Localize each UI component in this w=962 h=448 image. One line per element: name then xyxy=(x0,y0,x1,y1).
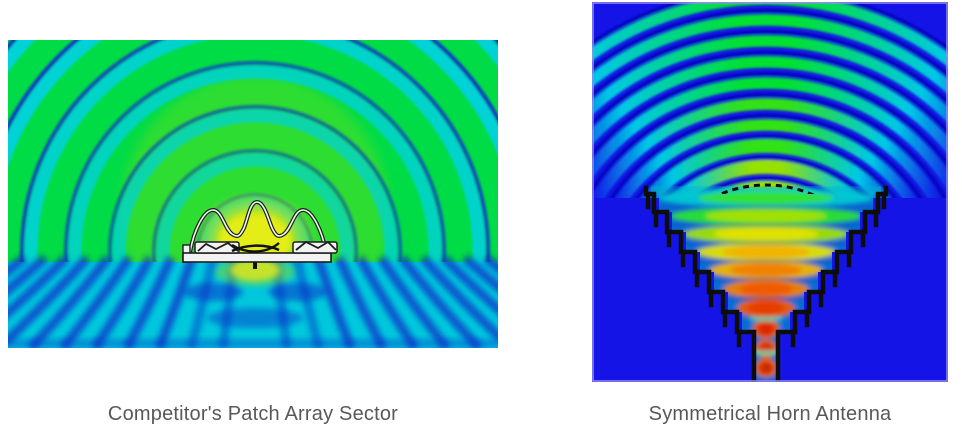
patch-array-field-plot xyxy=(8,40,498,348)
horn-antenna-panel xyxy=(592,2,948,382)
horn-antenna-field-plot xyxy=(592,2,948,382)
patch-array-panel xyxy=(8,40,498,348)
caption-horn-antenna: Symmetrical Horn Antenna xyxy=(648,403,892,425)
caption-patch-array: Competitor's Patch Array Sector xyxy=(107,403,399,425)
